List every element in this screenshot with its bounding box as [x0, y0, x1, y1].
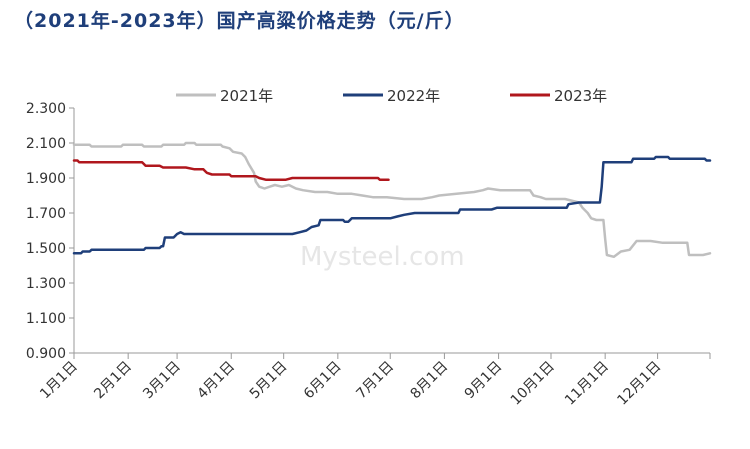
y-tick-label: 1.900: [26, 171, 66, 187]
x-tick-label: 12月1日: [614, 359, 664, 409]
x-tick-label: 9月1日: [462, 359, 506, 403]
series-line-2: [72, 155, 712, 255]
y-tick-label: 1.100: [26, 311, 66, 327]
chart-title: （2021年-2023年）国产高粱价格走势（元/斤）: [14, 10, 465, 32]
legend-label-2: 2022年: [387, 87, 440, 105]
y-tick-label: 0.900: [26, 346, 66, 362]
legend: 2021年 2022年 2023年: [176, 87, 607, 105]
x-tick-label: 11月1日: [562, 359, 612, 409]
x-tick-label: 3月1日: [140, 359, 184, 403]
x-tick-label: 2月1日: [91, 359, 135, 403]
x-tick-label: 7月1日: [353, 359, 397, 403]
watermark: Mysteel.com: [300, 242, 465, 272]
x-tick-label: 5月1日: [247, 359, 291, 403]
y-tick-label: 2.300: [26, 101, 66, 117]
legend-label-1: 2021年: [220, 87, 273, 105]
x-tick-label: 4月1日: [194, 359, 238, 403]
y-axis: 0.900 1.100 1.300 1.500 1.700 1.900 2.100 2.300: [26, 101, 75, 362]
x-tick-label: 1月1日: [37, 359, 81, 403]
x-tick-label: 10月1日: [508, 359, 558, 409]
x-axis: 1月1日 2月1日 3月1日 4月1日 5月1日 6月1日 7月1日 8月1日 9月1日 10月1…: [37, 352, 711, 409]
y-tick-label: 1.300: [26, 276, 66, 292]
x-tick-label: 8月1日: [408, 359, 452, 403]
series-line-1: [72, 141, 712, 259]
y-tick-label: 1.700: [26, 206, 66, 222]
y-tick-label: 2.100: [26, 136, 66, 152]
legend-label-3: 2023年: [554, 87, 607, 105]
series-layer: [72, 141, 712, 259]
x-tick-label: 6月1日: [301, 359, 345, 403]
series-line-3: [72, 159, 390, 182]
y-tick-label: 1.500: [26, 241, 66, 257]
